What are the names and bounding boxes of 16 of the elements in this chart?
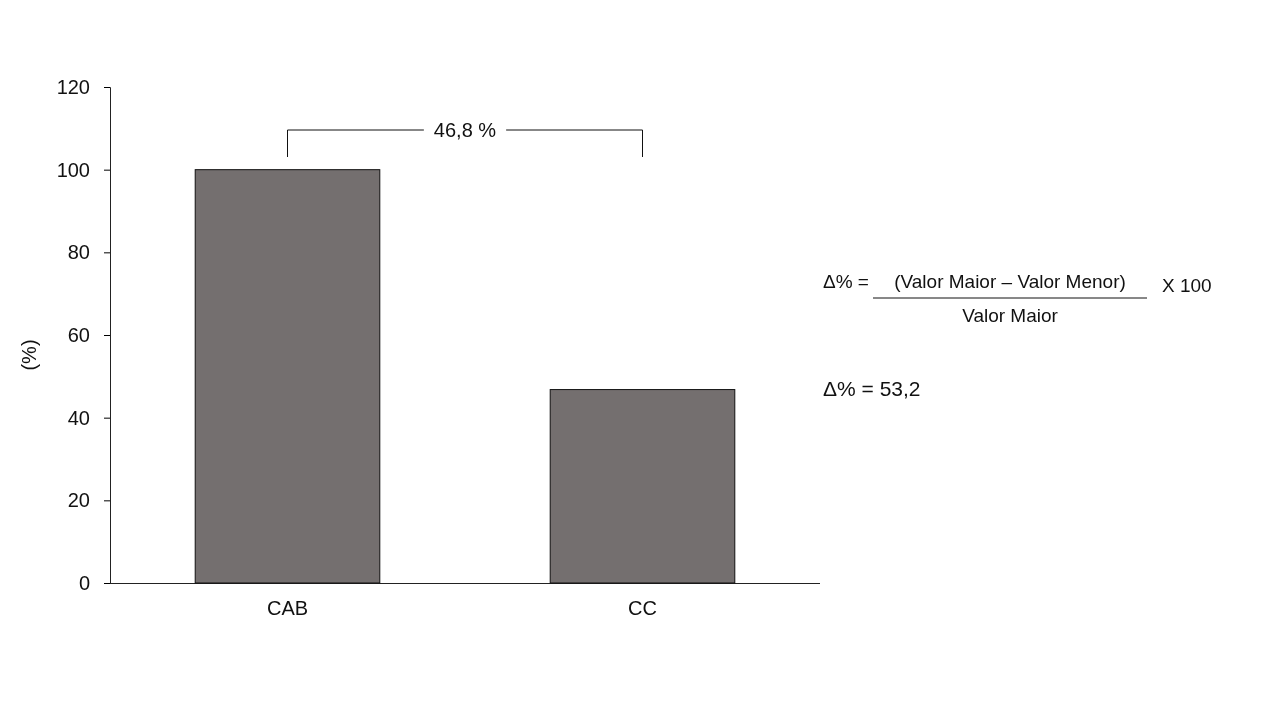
x-tick-label: CC bbox=[628, 597, 657, 620]
y-tick-label: 120 bbox=[56, 75, 90, 98]
y-tick-label: 40 bbox=[67, 406, 90, 429]
y-axis-title: (%) bbox=[18, 339, 40, 371]
annotation: 46,8 % bbox=[433, 119, 497, 141]
text: Δ% = 53,2 bbox=[823, 377, 921, 400]
y-tick-label: 60 bbox=[67, 323, 90, 346]
y-tick-label: 20 bbox=[67, 489, 90, 512]
text: Valor Maior bbox=[962, 305, 1059, 326]
y-tick-label: 0 bbox=[78, 571, 90, 594]
text: X 100 bbox=[1162, 275, 1212, 296]
text: (Valor Maior – Valor Menor) bbox=[894, 271, 1126, 292]
x-tick-label: CAB bbox=[266, 597, 309, 620]
y-tick-label: 80 bbox=[67, 241, 90, 264]
text: Δ% = bbox=[823, 271, 869, 292]
y-tick-label: 100 bbox=[56, 158, 90, 181]
